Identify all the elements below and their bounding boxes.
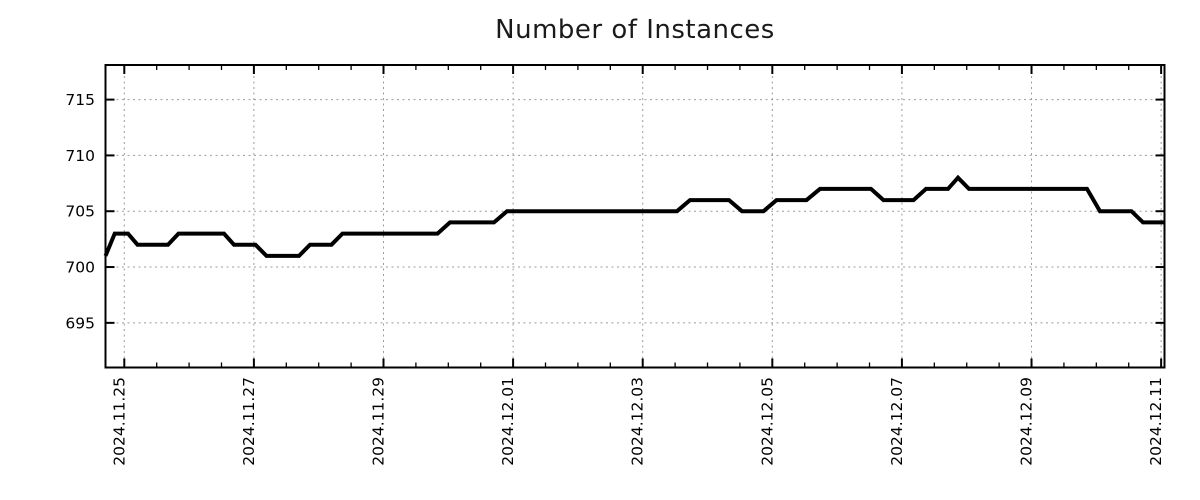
data-line-instances [103,174,1165,258]
x-tick-label: 2024.11.29 [370,377,388,466]
x-tick-labels: 2024.11.25 2024.11.27 2024.11.29 2024.12.01… [110,377,1165,466]
plot-border [104,64,1166,369]
y-tick-label: 715 [65,91,95,109]
grid-lines [105,65,1165,368]
x-tick-label: 2024.12.11 [1147,377,1165,466]
chart-title: Number of Instances [495,15,775,45]
x-tick-label: 2024.11.27 [240,377,258,466]
x-tick-label: 2024.12.03 [629,377,647,466]
x-tick-label: 2024.12.05 [758,377,776,466]
x-tick-label: 2024.12.09 [1018,377,1036,466]
y-tick-label: 695 [65,314,95,332]
axis-ticks [105,65,1165,368]
x-tick-label: 2024.12.01 [499,377,517,466]
y-tick-label: 700 [65,258,95,276]
y-tick-labels: 695 700 705 710 715 [65,91,95,332]
x-tick-label: 2024.12.07 [888,377,906,466]
x-tick-label: 2024.11.25 [110,377,128,466]
y-tick-label: 710 [65,147,95,165]
y-tick-label: 705 [65,203,95,221]
